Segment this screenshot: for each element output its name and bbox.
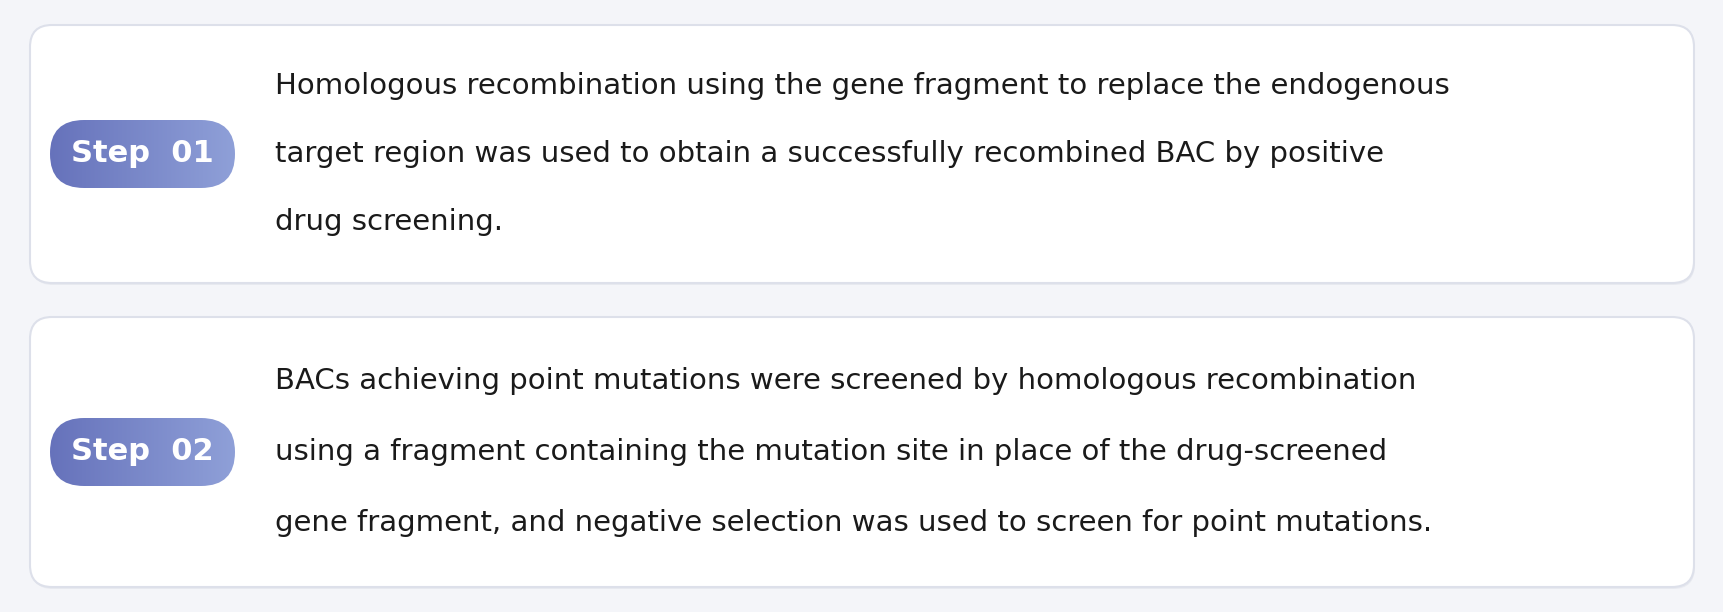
FancyBboxPatch shape xyxy=(29,25,1694,283)
FancyBboxPatch shape xyxy=(50,418,234,486)
Text: target region was used to obtain a successfully recombined BAC by positive: target region was used to obtain a succe… xyxy=(276,140,1384,168)
FancyBboxPatch shape xyxy=(29,317,1694,587)
Text: Homologous recombination using the gene fragment to replace the endogenous: Homologous recombination using the gene … xyxy=(276,72,1449,100)
Text: gene fragment, and negative selection was used to screen for point mutations.: gene fragment, and negative selection wa… xyxy=(276,509,1432,537)
FancyBboxPatch shape xyxy=(31,27,1694,285)
Text: using a fragment containing the mutation site in place of the drug-screened: using a fragment containing the mutation… xyxy=(276,438,1387,466)
FancyBboxPatch shape xyxy=(50,120,234,188)
Text: Step  02: Step 02 xyxy=(71,438,214,466)
Text: BACs achieving point mutations were screened by homologous recombination: BACs achieving point mutations were scre… xyxy=(276,367,1416,395)
FancyBboxPatch shape xyxy=(31,319,1694,589)
Text: Step  01: Step 01 xyxy=(71,140,214,168)
Text: drug screening.: drug screening. xyxy=(276,208,503,236)
